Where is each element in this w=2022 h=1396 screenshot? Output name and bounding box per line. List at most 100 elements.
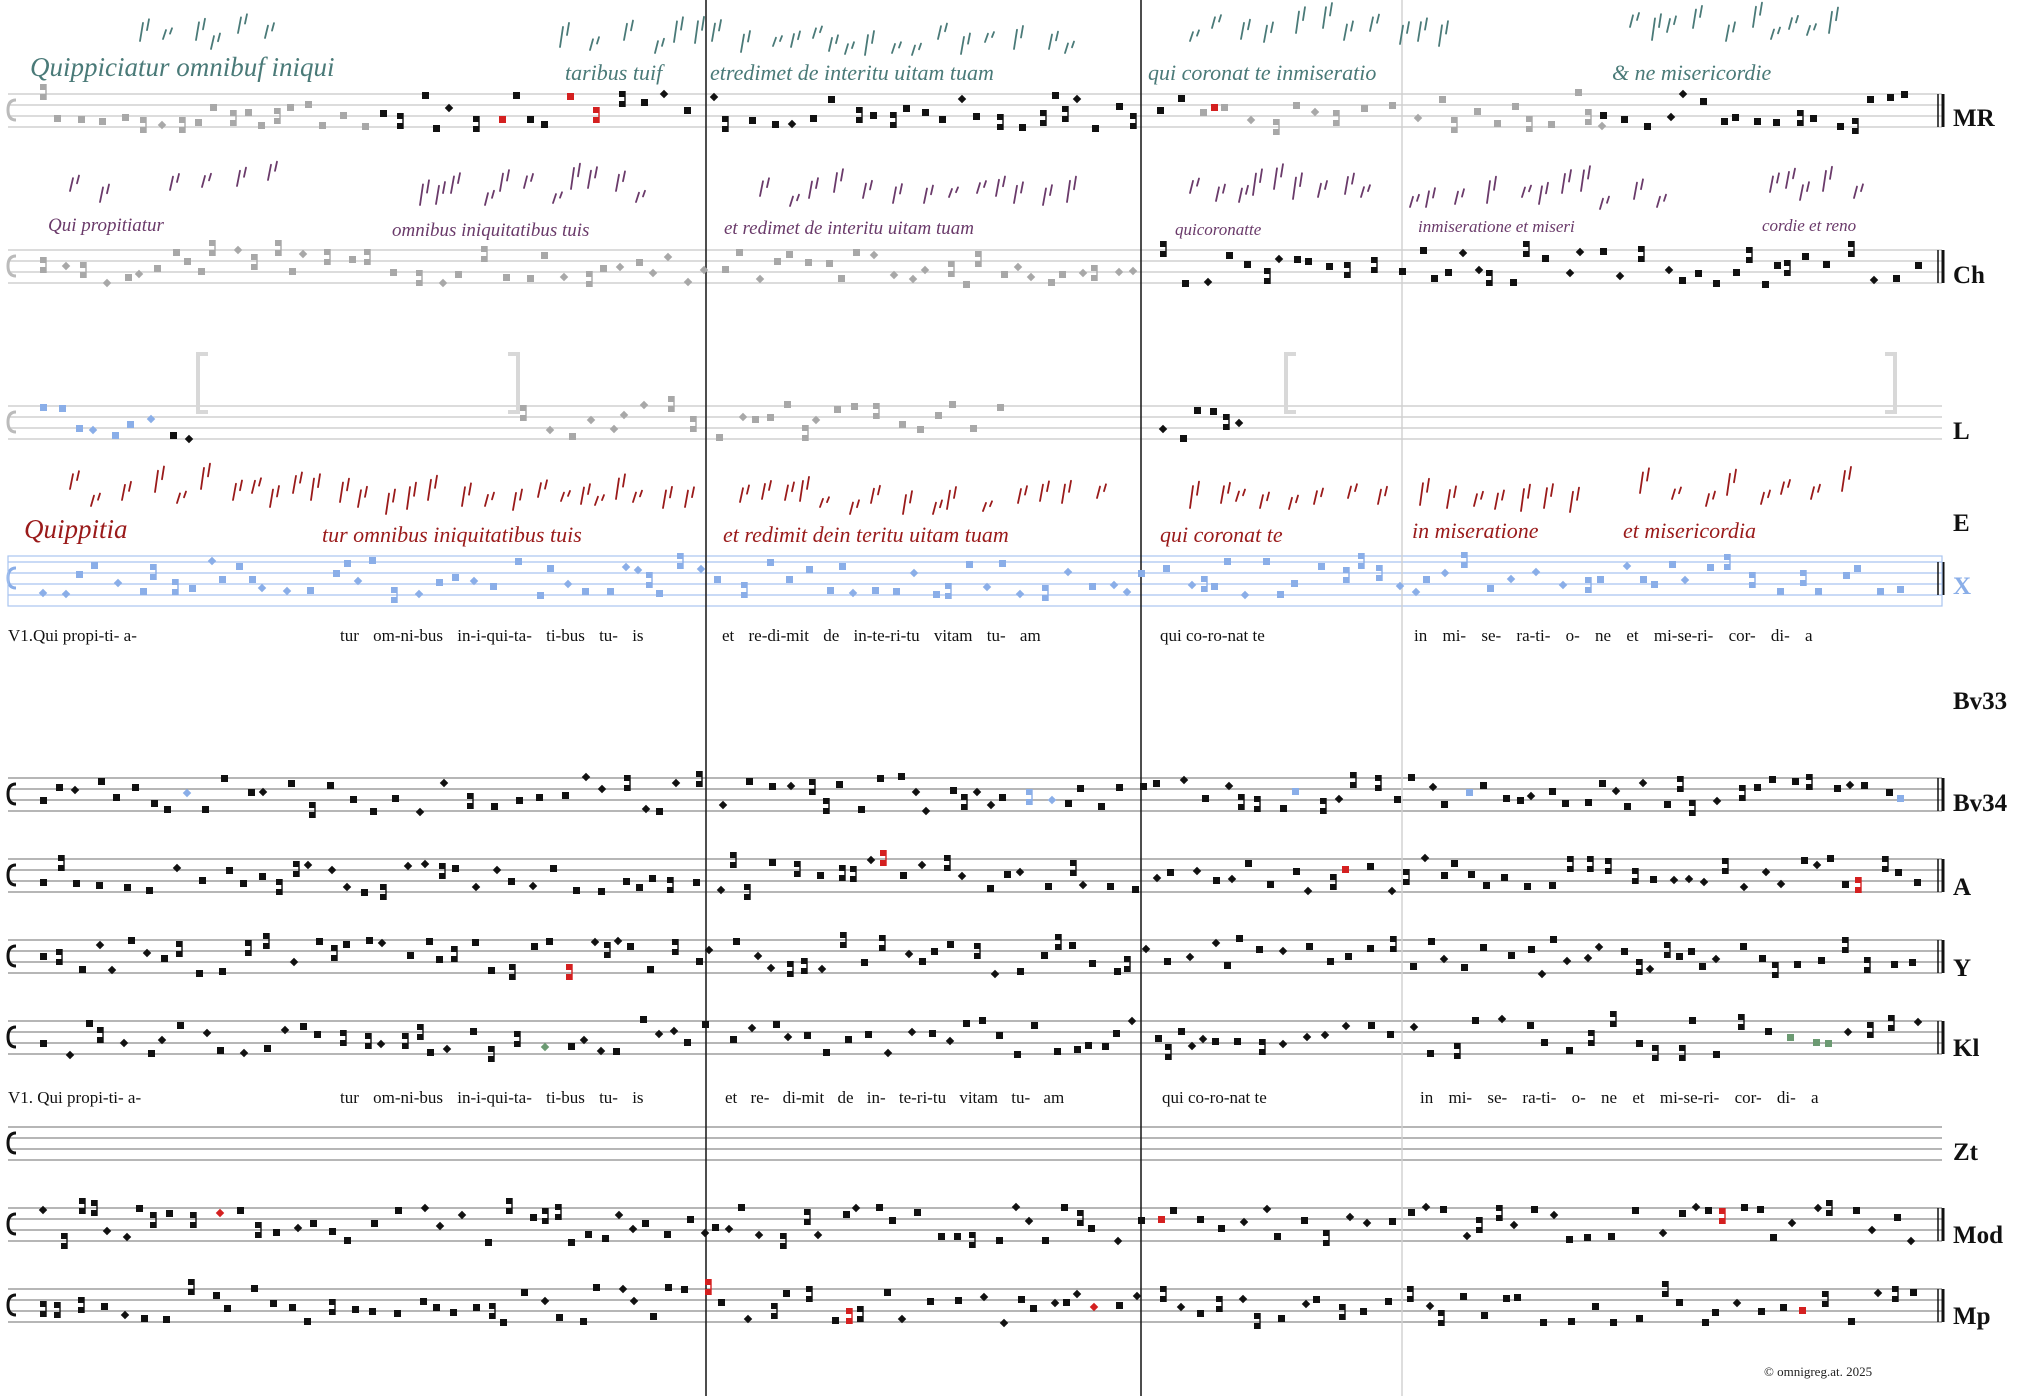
neume-punctum [746,778,753,785]
neume-punctum [1909,959,1916,966]
neume-podatus [1320,798,1326,804]
neume-squiggle [799,476,810,502]
neume-squiggle [1494,489,1505,510]
neume-rhombus [1078,268,1088,278]
neume-rhombus [851,1203,861,1213]
neume-squiggle [937,22,948,40]
neume-punctum [426,938,433,945]
neume-rhombus [628,1224,638,1234]
neume-punctum [166,1210,173,1217]
neume-punctum [1445,269,1452,276]
neume-squiggle [1853,183,1864,199]
neume-punctum [568,1239,575,1246]
neume-rhombus [1224,781,1234,791]
neume-punctum [1568,1318,1575,1325]
neume-punctum [1877,588,1884,595]
neume-punctum [1487,585,1494,592]
neume-podatus [1664,952,1670,958]
neume-podatus [804,1209,810,1215]
neume-punctum [1077,785,1084,792]
neume-punctum [349,256,356,263]
neume-rhombus [439,778,449,788]
neume-punctum [224,1305,231,1312]
neume-punctum [78,116,85,123]
neume-punctum [1848,1318,1855,1325]
neume-squiggle [1215,183,1226,202]
neume-punctum [872,587,879,594]
neume-rhombus [1425,1301,1435,1311]
neume-punctum [1650,876,1657,883]
neume-punctum [1695,270,1702,277]
neume-punctum [999,794,1006,801]
neume-punctum [1431,275,1438,282]
neume-punctum [1679,277,1686,284]
neume-punctum [436,956,443,963]
neume-punctum [1769,776,1776,783]
neume-rhombus [743,1314,753,1324]
neume-podatus [1888,1025,1894,1031]
neume-podatus [1350,772,1356,778]
neume-punctum [640,1016,647,1023]
neume-rhombus [65,1050,75,1060]
neume-rhombus [1526,791,1536,801]
neume-punctum [213,1292,220,1299]
neume-squiggle [1377,485,1388,505]
neume-punctum [1621,948,1628,955]
neume-podatus [451,956,457,962]
neume-punctum [773,1021,780,1028]
neume-punctum [113,794,120,801]
neume-punctum [76,571,83,578]
neume-podatus [1638,256,1644,262]
neume-punctum [1787,1034,1794,1041]
neume-rhombus [563,579,573,589]
neume-podatus [1330,884,1336,890]
neume-squiggle [1780,479,1791,495]
neume-squiggle [419,179,430,206]
neume-squiggle [1235,488,1246,502]
neume-rhombus [1047,795,1057,805]
neume-punctum [128,937,135,944]
neume-punctum [1893,275,1900,282]
row-label-l: L [1953,418,1970,445]
neume-squiggle [1288,494,1299,510]
neume-podatus [1320,808,1326,814]
neume-squiggle [1438,20,1449,47]
neume-podatus [771,1303,777,1309]
neume-rhombus [945,1036,955,1046]
neume-rhombus [182,788,192,798]
neume-squiggle [1561,169,1572,194]
neume-punctum [784,401,791,408]
neume-punctum [649,875,656,882]
neume-punctum [931,948,938,955]
neume-rhombus [972,787,982,797]
neume-squiggle [237,13,248,34]
neume-punctum [1732,114,1739,121]
neume-punctum [154,265,161,272]
neume-punctum [236,563,243,570]
neume-squiggle [552,191,563,204]
neume-punctum [455,271,462,278]
neume-punctum [1085,1042,1092,1049]
neume-rhombus [669,1026,679,1036]
neume-punctum [1218,1225,1225,1232]
neume-punctum [395,1207,402,1214]
neume-podatus [1724,564,1730,570]
neume-squiggle [960,32,971,55]
neume-rhombus [718,800,728,810]
neume-punctum [515,558,522,565]
neume-punctum [289,268,296,275]
neume-punctum [955,1297,962,1304]
neume-podatus [1882,866,1888,872]
neume-podatus [1746,247,1752,253]
neume-podatus [1852,128,1858,134]
neume-punctum [98,778,105,785]
neume-podatus [1567,866,1573,872]
neume-squiggle [1096,483,1107,499]
neume-punctum [316,938,323,945]
neume-podatus [1585,109,1591,115]
neume-punctum [1178,1028,1185,1035]
neume-rhombus [1063,567,1073,577]
neume-squiggle [484,189,495,206]
neume-punctum [1089,583,1096,590]
neume-punctum [1164,958,1171,965]
